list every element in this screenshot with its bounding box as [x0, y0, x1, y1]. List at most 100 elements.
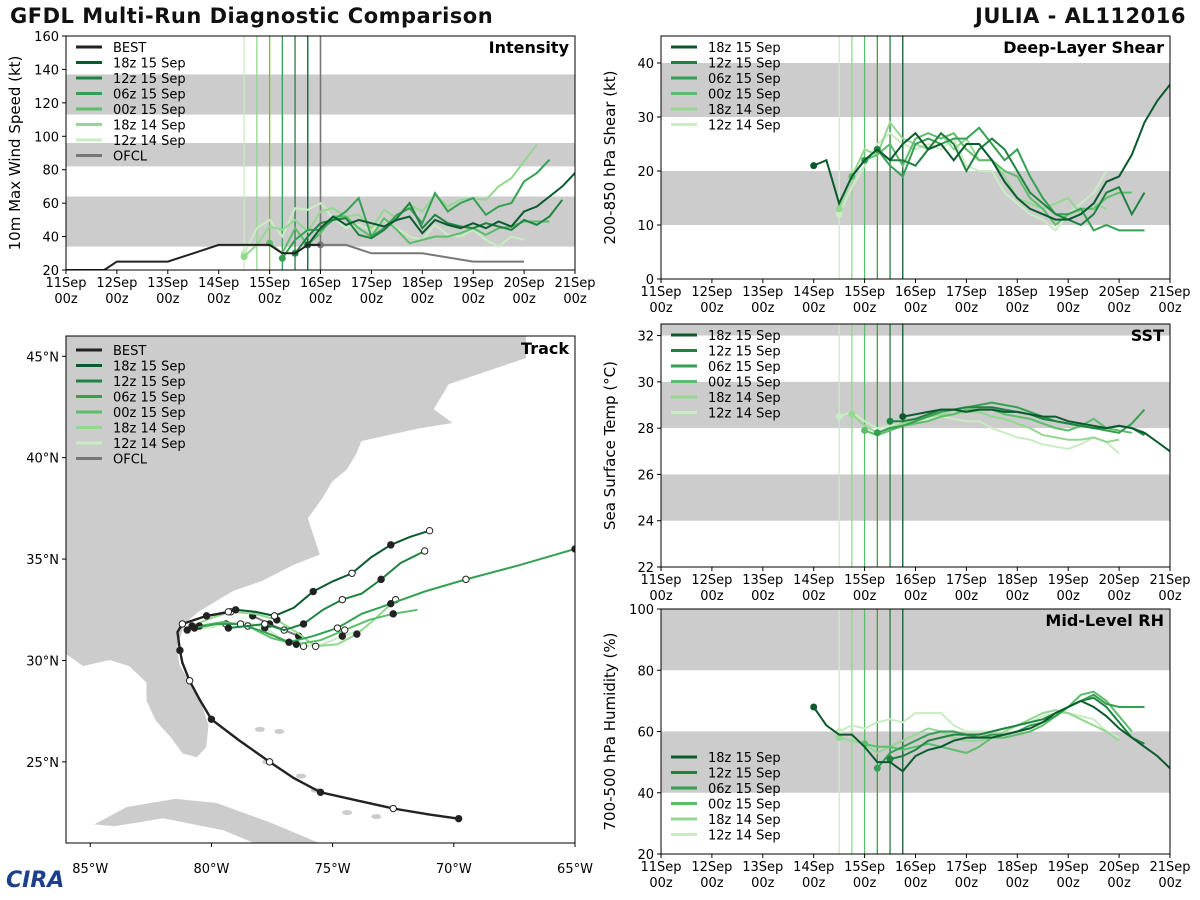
intensity-start-point-18z-14-sep — [240, 253, 248, 261]
track-point-best — [454, 814, 463, 823]
shear-panel: 01020304011Sep00z12Sep00z13Sep00z14Sep00… — [601, 35, 1191, 316]
rh-xtick-sublabel: 00z — [1006, 876, 1030, 891]
sst-xtick-sublabel: 00z — [1057, 589, 1081, 604]
cira-logo: CIRA — [6, 868, 65, 893]
track-xtick-label: 85°W — [72, 862, 108, 877]
intensity-legend-label: 18z 14 Sep — [113, 119, 186, 134]
track-point-18z-15-sep — [387, 541, 395, 549]
intensity-xtick-sublabel: 00z — [563, 292, 587, 307]
bahamas-island — [296, 773, 307, 779]
track-legend-label: 12z 15 Sep — [113, 375, 186, 390]
rh-xtick-sublabel: 00z — [1158, 876, 1182, 891]
track-point-12z-14-sep — [338, 632, 347, 640]
rh-start-point-18z-15-sep — [810, 703, 818, 711]
intensity-title: Intensity — [489, 38, 570, 57]
track-legend-label: 18z 15 Sep — [113, 360, 186, 375]
track-point-12z-15-sep — [421, 547, 429, 555]
track-point-06z-15-sep — [387, 599, 395, 608]
intensity-xtick-sublabel: 00z — [411, 292, 435, 307]
track-point-best — [224, 608, 233, 616]
intensity-xtick-sublabel: 00z — [360, 292, 384, 307]
sst-ytick-label: 30 — [637, 376, 654, 391]
track-12z-14-sep — [187, 620, 362, 648]
sst-ytick-label: 26 — [637, 468, 654, 483]
sst-xtick-sublabel: 00z — [955, 589, 979, 604]
rh-panel: 2040608010011Sep00z12Sep00z13Sep00z14Sep… — [601, 603, 1191, 891]
shear-xtick-sublabel: 00z — [1158, 301, 1182, 316]
track-panel: 85°W 80°W 75°W 70°W 65°W 25°N 30°N 35°N 40°N 45°N… — [26, 335, 593, 877]
rh-xtick-sublabel: 00z — [751, 876, 775, 891]
cuba-landmass — [91, 797, 322, 843]
rh-xtick-label: 19Sep — [1048, 860, 1089, 875]
shear-band-1 — [661, 63, 1170, 117]
shear-start-point-12z-14-sep — [835, 210, 843, 218]
rh-start-point-06z-15-sep — [873, 764, 881, 772]
rh-xtick-label: 14Sep — [793, 860, 834, 875]
rh-xtick-sublabel: 00z — [802, 876, 826, 891]
rh-ytick-label: 20 — [637, 848, 654, 863]
intensity-xtick-sublabel: 00z — [462, 292, 486, 307]
sst-start-point-06z-15-sep — [873, 429, 881, 437]
track-point-18z-15-sep — [425, 526, 434, 535]
track-18z-15-sep — [235, 529, 430, 617]
track-legend-label: 06z 15 Sep — [113, 391, 186, 406]
shear-xtick-label: 19Sep — [1048, 285, 1089, 300]
rh-legend-label: 12z 14 Sep — [708, 829, 781, 844]
shear-xtick-label: 17Sep — [946, 285, 987, 300]
intensity-legend-label: 00z 15 Sep — [113, 103, 186, 118]
track-title: Track — [521, 339, 569, 358]
intensity-ytick-label: 160 — [34, 30, 59, 45]
sst-series-12z-14-sep — [838, 410, 1120, 455]
shear-legend-label: 12z 15 Sep — [708, 57, 781, 72]
track-point-best — [265, 758, 274, 766]
track-point-06z-15-sep — [285, 638, 293, 646]
track-legend-label: BEST — [113, 344, 146, 359]
sst-panel: 22242628303211Sep00z12Sep00z13Sep00z14Se… — [601, 323, 1191, 604]
sst-ytick-label: 32 — [637, 330, 654, 345]
rh-start-point-18z-14-sep — [835, 734, 843, 742]
track-point-best — [178, 620, 187, 628]
shear-legend-label: 12z 14 Sep — [708, 119, 781, 134]
sst-band-0 — [661, 474, 1170, 521]
track-xtick-label: 75°W — [315, 862, 351, 877]
intensity-ytick-label: 100 — [34, 130, 59, 145]
track-point-06z-15-sep — [462, 575, 470, 584]
sst-legend-label: 18z 15 Sep — [708, 329, 781, 344]
intensity-ytick-label: 120 — [34, 97, 59, 112]
rh-xtick-label: 18Sep — [997, 860, 1038, 875]
intensity-xtick-sublabel: 00z — [207, 292, 231, 307]
sst-series-00z-15-sep — [864, 408, 1132, 437]
bahamas-island — [371, 814, 382, 820]
track-frame — [65, 335, 576, 844]
sst-ytick-label: 22 — [637, 561, 654, 576]
intensity-xtick-label: 16Sep — [300, 276, 341, 291]
sst-start-point-00z-15-sep — [861, 426, 869, 434]
sst-xtick-label: 12Sep — [691, 573, 732, 588]
rh-xtick-sublabel: 00z — [1107, 876, 1131, 891]
sst-start-point-18z-15-sep — [899, 413, 907, 421]
storm-id: JULIA - AL112016 — [975, 4, 1186, 28]
sst-xtick-label: 20Sep — [1099, 573, 1140, 588]
sst-xtick-sublabel: 00z — [1107, 589, 1131, 604]
sst-xtick-label: 13Sep — [742, 573, 783, 588]
track-point-12z-15-sep — [377, 575, 385, 584]
shear-xtick-sublabel: 00z — [1107, 301, 1131, 316]
intensity-xtick-label: 13Sep — [147, 276, 188, 291]
intensity-series-18z-14-sep — [243, 143, 538, 258]
intensity-start-point-06z-15-sep — [278, 254, 286, 262]
sst-xtick-sublabel: 00z — [904, 589, 928, 604]
shear-band-0 — [661, 171, 1170, 225]
rh-xtick-sublabel: 00z — [904, 876, 928, 891]
sst-legend-label: 12z 14 Sep — [708, 407, 781, 422]
shear-ytick-label: 0 — [646, 273, 654, 288]
shear-xtick-sublabel: 00z — [751, 301, 775, 316]
intensity-xtick-label: 14Sep — [198, 276, 239, 291]
track-point-12z-14-sep — [183, 626, 191, 634]
shear-legend-label: 18z 15 Sep — [708, 41, 781, 56]
shear-xtick-label: 14Sep — [793, 285, 834, 300]
intensity-xtick-label: 15Sep — [249, 276, 290, 291]
track-12z-15-sep — [228, 550, 426, 632]
track-point-best — [202, 612, 211, 620]
intensity-xtick-label: 20Sep — [504, 276, 545, 291]
sst-ytick-label: 24 — [637, 515, 654, 530]
